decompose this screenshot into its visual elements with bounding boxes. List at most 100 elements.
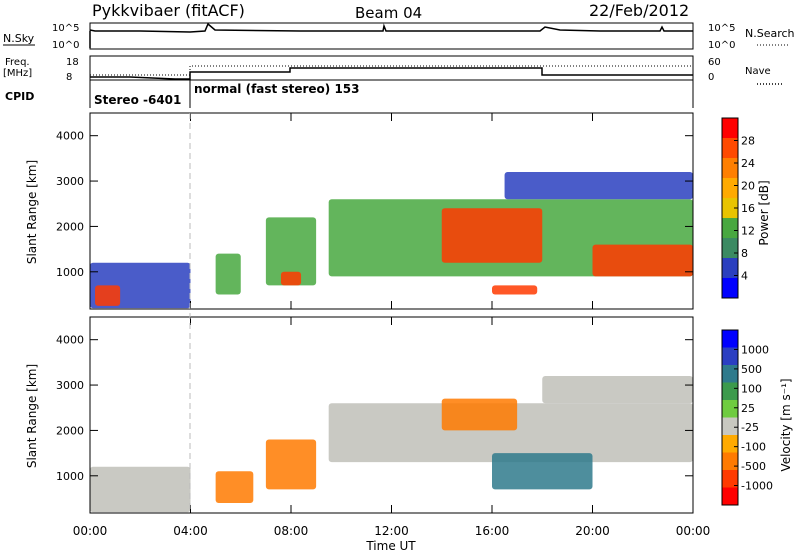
date-title: 22/Feb/2012 (589, 1, 689, 20)
colorbar-swatch (722, 417, 738, 436)
x-tick-label: 00:00 (676, 524, 711, 538)
freq-trace (90, 67, 693, 80)
data-region-1 (95, 285, 121, 306)
beam-title: Beam 04 (355, 4, 422, 22)
nsearch-tick-top: 10^5 (708, 23, 735, 34)
velocity-colorbar-label: Velocity [m s⁻¹] (779, 378, 793, 471)
data-region-1 (215, 471, 254, 504)
cpid-label: CPID (5, 90, 34, 103)
y-tick-label: 1000 (56, 266, 84, 279)
velocity-data-regions (90, 375, 693, 513)
colorbar-tick-label: -1000 (741, 480, 773, 493)
velocity-x-ticks (89, 317, 694, 513)
data-region-3 (265, 217, 317, 286)
power-panel: 1000 2000 3000 4000 Slant Range [km] (25, 112, 694, 310)
cpid-segment-2: normal (fast stereo) 153 (194, 82, 360, 96)
velocity-panel: 1000 2000 3000 4000 Slant Range [km] (25, 316, 694, 514)
colorbar-swatch (722, 198, 738, 219)
data-region-7 (592, 244, 693, 277)
colorbar-swatch (722, 178, 738, 199)
freq-tick-top: 18 (66, 57, 79, 68)
colorbar-swatch (722, 347, 738, 366)
colorbar-swatch (722, 400, 738, 418)
colorbar-tick-label: 20 (741, 180, 755, 193)
x-tick-label: 00:00 (73, 524, 108, 538)
power-colorbar: 28 24 20 16 12 8 4 (721, 117, 755, 299)
colorbar-tick-label: 500 (741, 363, 762, 376)
data-region-4 (280, 271, 302, 286)
power-y-axis-label: Slant Range [km] (25, 160, 39, 264)
y-tick-label: 3000 (56, 379, 84, 392)
colorbar-frame (721, 329, 739, 506)
colorbar-swatch (722, 278, 738, 299)
colorbar-swatch (722, 258, 738, 279)
freq-tick-bottom: 8 (66, 72, 72, 83)
colorbar-tick-label: 8 (741, 247, 748, 260)
nsky-trace (89, 22, 693, 33)
data-region-5 (492, 453, 593, 490)
data-region-8 (492, 285, 538, 295)
data-region-6 (542, 375, 693, 404)
data-region-4 (441, 398, 518, 431)
x-tick-label: 08:00 (274, 524, 309, 538)
nave-label: Nave (745, 66, 771, 77)
freq-label: Freq. (5, 57, 30, 68)
power-y-ticks: 1000 2000 3000 4000 (56, 130, 693, 279)
power-colorbar-label: Power [dB] (757, 180, 771, 245)
nave-tick-top: 60 (708, 57, 721, 68)
colorbar-tick-label: 25 (741, 402, 755, 415)
data-region-9 (504, 171, 693, 200)
y-tick-label: 4000 (56, 130, 84, 143)
y-tick-label: 2000 (56, 424, 84, 437)
y-tick-label: 4000 (56, 334, 84, 347)
y-tick-label: 3000 (56, 175, 84, 188)
colorbar-swatch (722, 158, 738, 179)
data-region-0 (90, 466, 191, 513)
x-axis-label: Time UT (365, 539, 416, 553)
colorbar-swatch (722, 218, 738, 239)
y-tick-label: 2000 (56, 220, 84, 233)
x-tick-label: 20:00 (575, 524, 610, 538)
colorbar-tick-label: 24 (741, 157, 755, 170)
colorbar-swatch (722, 330, 738, 348)
colorbar-swatch (722, 118, 738, 139)
colorbar-tick-label: 100 (741, 382, 762, 395)
cpid-segment-1: Stereo -6401 (94, 93, 181, 107)
data-region-3 (328, 403, 693, 463)
x-tick-label: 04:00 (173, 524, 208, 538)
power-data-regions (90, 171, 693, 309)
x-tick-labels: 00:00 04:00 08:00 12:00 16:00 20:00 00:00 (73, 524, 711, 538)
data-region-2 (215, 253, 241, 295)
colorbar-swatch (722, 487, 738, 506)
data-region-6 (441, 208, 543, 263)
x-tick-label: 16:00 (475, 524, 510, 538)
nsky-label: N.Sky (3, 32, 35, 45)
station-title: Pykkvibaer (fitACF) (92, 1, 245, 20)
colorbar-swatch (722, 382, 738, 401)
colorbar-swatch (722, 435, 738, 453)
colorbar-tick-label: -25 (741, 421, 759, 434)
colorbar-swatch (722, 138, 738, 159)
freq-unit: [MHz] (3, 68, 32, 79)
colorbar-tick-label: -100 (741, 441, 766, 454)
nave-tick-bottom: 0 (708, 72, 714, 83)
nsearch-label: N.Search (745, 27, 795, 40)
colorbar-swatch (722, 452, 738, 471)
x-tick-label: 12:00 (374, 524, 409, 538)
colorbar-tick-label: 28 (741, 135, 755, 148)
nave-trace (90, 65, 693, 76)
nsearch-tick-bottom: 10^0 (708, 40, 735, 51)
colorbar-swatch (722, 238, 738, 259)
nsky-tick-bottom: 10^0 (52, 40, 79, 51)
colorbar-tick-label: -500 (741, 460, 766, 473)
freq-strip-frame (89, 55, 694, 81)
nsky-tick-top: 10^5 (52, 23, 79, 34)
y-tick-label: 1000 (56, 470, 84, 483)
velocity-y-ticks: 1000 2000 3000 4000 (56, 334, 693, 483)
colorbar-swatch (722, 365, 738, 383)
colorbar-swatch (722, 470, 738, 488)
colorbar-tick-label: 1000 (741, 343, 769, 356)
velocity-colorbar: 1000 500 100 25 -25 -100 -500 -1000 (721, 329, 773, 506)
colorbar-tick-label: 4 (741, 270, 748, 283)
